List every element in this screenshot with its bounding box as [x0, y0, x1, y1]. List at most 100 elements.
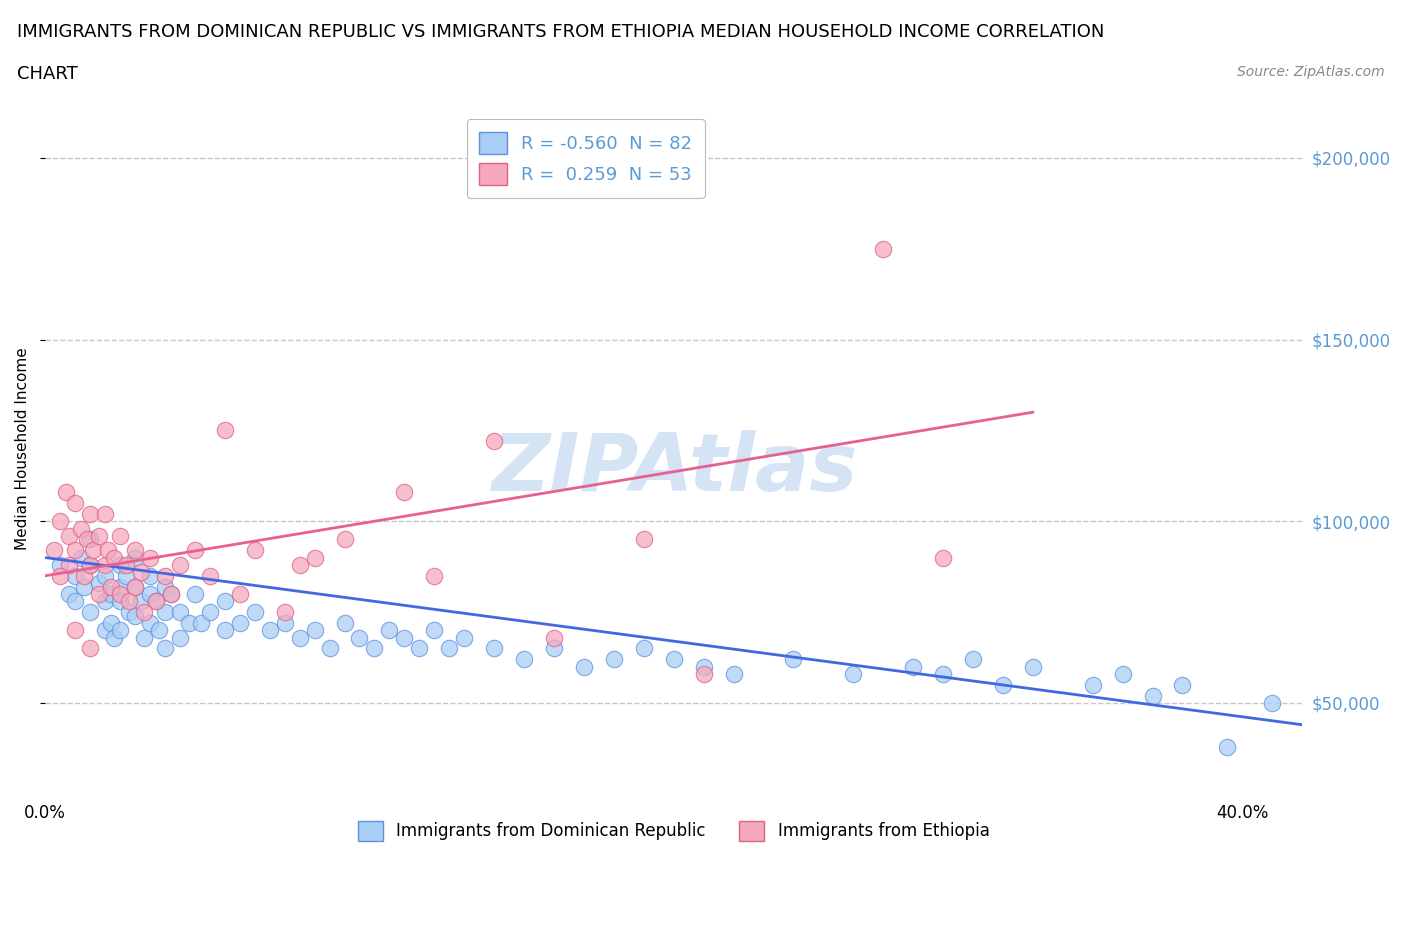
Legend: Immigrants from Dominican Republic, Immigrants from Ethiopia: Immigrants from Dominican Republic, Immi…	[352, 814, 995, 847]
Point	[49, 513, 72, 528]
Point	[1111, 667, 1133, 682]
Point	[79, 557, 101, 572]
Point	[991, 677, 1014, 692]
Point	[63, 623, 86, 638]
Point	[153, 568, 176, 583]
Point	[70, 521, 93, 536]
Point	[124, 551, 146, 565]
Point	[108, 528, 131, 543]
Point	[82, 543, 104, 558]
Point	[333, 616, 356, 631]
Point	[153, 641, 176, 656]
Point	[89, 576, 111, 591]
Point	[198, 604, 221, 619]
Point	[363, 641, 385, 656]
Point	[73, 579, 96, 594]
Point	[103, 551, 125, 565]
Point	[243, 543, 266, 558]
Point	[423, 623, 446, 638]
Point	[100, 587, 122, 602]
Point	[108, 587, 131, 602]
Point	[79, 641, 101, 656]
Point	[73, 568, 96, 583]
Point	[214, 623, 236, 638]
Point	[901, 659, 924, 674]
Point	[304, 623, 326, 638]
Point	[94, 623, 117, 638]
Point	[259, 623, 281, 638]
Point	[872, 241, 894, 256]
Point	[139, 551, 162, 565]
Point	[139, 568, 162, 583]
Point	[962, 652, 984, 667]
Point	[70, 551, 93, 565]
Point	[273, 616, 295, 631]
Point	[273, 604, 295, 619]
Point	[44, 543, 66, 558]
Point	[129, 593, 152, 608]
Point	[145, 593, 167, 608]
Point	[243, 604, 266, 619]
Point	[79, 507, 101, 522]
Point	[1142, 688, 1164, 703]
Point	[408, 641, 430, 656]
Point	[124, 579, 146, 594]
Point	[1022, 659, 1045, 674]
Point	[782, 652, 804, 667]
Point	[49, 557, 72, 572]
Point	[662, 652, 685, 667]
Point	[100, 579, 122, 594]
Point	[108, 557, 131, 572]
Point	[184, 543, 207, 558]
Point	[100, 616, 122, 631]
Point	[482, 434, 505, 449]
Point	[115, 568, 138, 583]
Point	[160, 587, 183, 602]
Point	[543, 631, 565, 645]
Point	[63, 568, 86, 583]
Point	[304, 551, 326, 565]
Point	[94, 557, 117, 572]
Point	[169, 604, 191, 619]
Point	[139, 587, 162, 602]
Point	[118, 604, 141, 619]
Point	[349, 631, 371, 645]
Point	[214, 423, 236, 438]
Point	[132, 604, 155, 619]
Point	[108, 579, 131, 594]
Point	[76, 532, 98, 547]
Point	[543, 641, 565, 656]
Point	[58, 528, 80, 543]
Point	[423, 568, 446, 583]
Point	[1171, 677, 1194, 692]
Point	[108, 623, 131, 638]
Point	[394, 485, 416, 499]
Point	[97, 543, 120, 558]
Point	[63, 543, 86, 558]
Point	[214, 593, 236, 608]
Point	[288, 631, 311, 645]
Point	[513, 652, 536, 667]
Point	[94, 507, 117, 522]
Point	[633, 641, 655, 656]
Point	[89, 528, 111, 543]
Point	[169, 557, 191, 572]
Point	[108, 593, 131, 608]
Point	[139, 616, 162, 631]
Point	[132, 631, 155, 645]
Point	[129, 565, 152, 579]
Point	[79, 604, 101, 619]
Point	[453, 631, 475, 645]
Point	[124, 608, 146, 623]
Point	[439, 641, 461, 656]
Point	[229, 616, 252, 631]
Point	[190, 616, 212, 631]
Point	[572, 659, 595, 674]
Point	[160, 587, 183, 602]
Text: CHART: CHART	[17, 65, 77, 83]
Point	[394, 631, 416, 645]
Point	[79, 532, 101, 547]
Point	[692, 659, 714, 674]
Point	[115, 557, 138, 572]
Point	[932, 551, 955, 565]
